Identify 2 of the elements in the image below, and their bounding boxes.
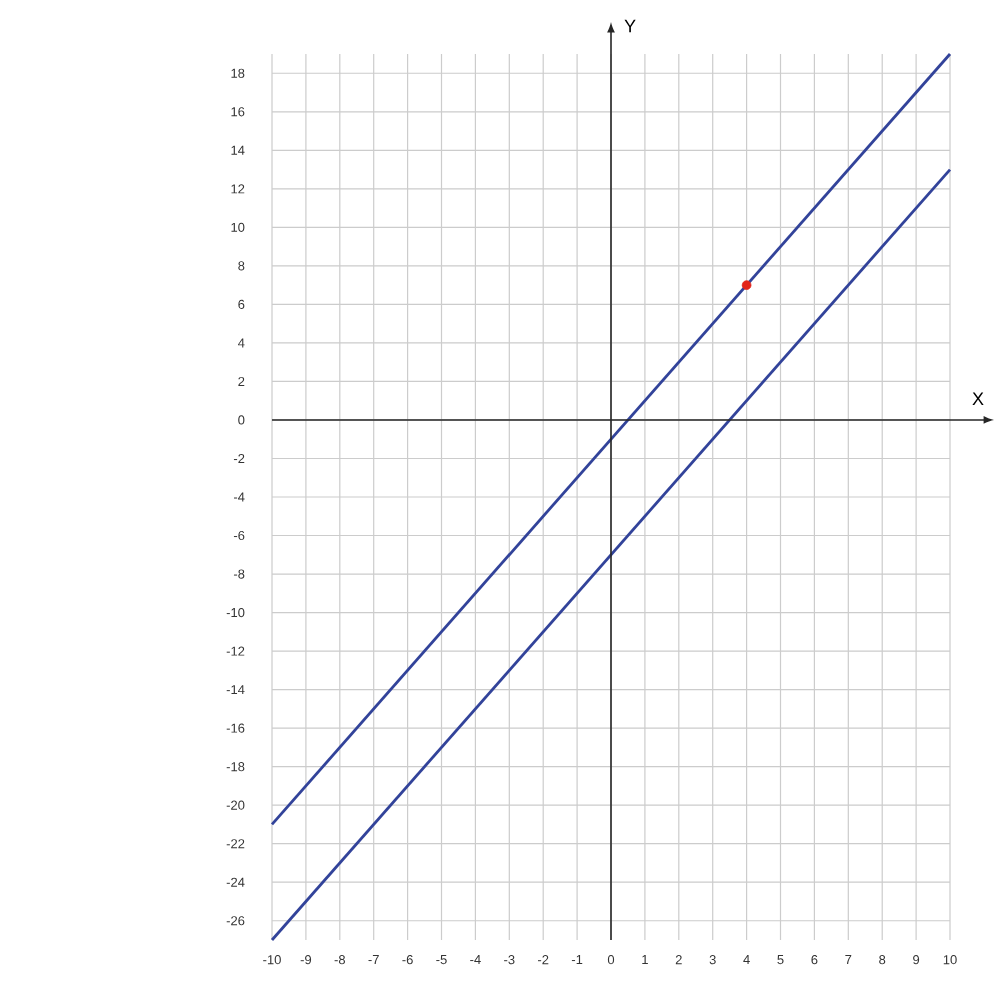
y-axis-title: Y	[624, 19, 636, 33]
x-axis-title: X	[972, 392, 984, 405]
